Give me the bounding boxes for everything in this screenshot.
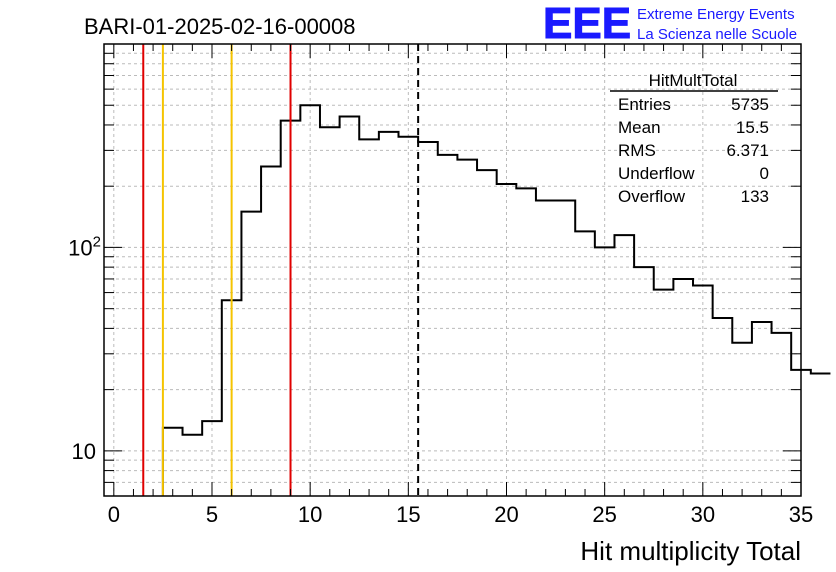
run-title: BARI-01-2025-02-16-00008 (84, 14, 356, 39)
histogram-bin (340, 117, 360, 496)
histogram-bin (399, 137, 419, 496)
histogram-bin (261, 166, 281, 496)
histogram-bin (379, 132, 399, 496)
histogram-bin (595, 247, 615, 496)
stats-value: 0 (760, 164, 769, 183)
histogram-bin (732, 343, 752, 496)
x-tick-label: 10 (298, 502, 322, 527)
histogram-bin (713, 318, 733, 496)
logo-text: EEE (543, 0, 631, 48)
x-axis-label: Hit multiplicity Total (580, 536, 801, 566)
stats-box: HitMultTotal Entries 5735 Mean 15.5 RMS … (610, 71, 778, 206)
logo-line-2: La Scienza nelle Scuole (637, 26, 797, 43)
stats-value: 5735 (731, 95, 769, 114)
histogram-bin (477, 170, 497, 496)
histogram-bin (811, 374, 831, 496)
logo-line-1: Extreme Energy Events (637, 6, 795, 23)
y-tick-label: 10 (72, 439, 96, 464)
axis-ticks: 0 5 10 15 20 25 30 35 10 102 (68, 43, 813, 527)
stats-value: 133 (741, 187, 769, 206)
x-tick-label: 25 (592, 502, 616, 527)
x-tick-label: 20 (494, 502, 518, 527)
stats-label: RMS (618, 141, 656, 160)
histogram-bin (183, 435, 203, 496)
x-tick-label: 5 (206, 502, 218, 527)
y-tick-label: 102 (68, 233, 101, 260)
x-tick-label: 15 (396, 502, 420, 527)
histogram-bin (418, 142, 438, 496)
histogram-bin (693, 285, 713, 496)
histogram-bin (536, 201, 556, 496)
histogram-bin (772, 333, 792, 496)
stats-label: Mean (618, 118, 661, 137)
plot-frame (103, 43, 802, 497)
histogram-outline (161, 104, 831, 496)
histogram-bin (634, 267, 654, 496)
histogram-bars (161, 104, 831, 496)
histogram-bin (300, 105, 320, 496)
stats-label: Overflow (618, 187, 686, 206)
x-tick-label: 0 (108, 502, 120, 527)
histogram-bin (497, 184, 517, 496)
stats-label: Entries (618, 95, 671, 114)
histogram-bin (752, 322, 772, 496)
histogram-bin (359, 139, 379, 496)
histogram-bin (163, 428, 183, 496)
histogram-bin (320, 127, 340, 496)
stats-label: Underflow (618, 164, 695, 183)
histogram-bin (438, 155, 458, 496)
stats-value: 15.5 (736, 118, 769, 137)
histogram-bin (654, 290, 674, 496)
stats-title: HitMultTotal (649, 71, 738, 90)
histogram-bin (673, 279, 693, 496)
histogram-bin (457, 160, 477, 496)
x-tick-label: 30 (691, 502, 715, 527)
histogram-bin (241, 212, 261, 496)
grid-lines (104, 43, 802, 497)
histogram-bin (516, 188, 536, 496)
histogram-bin (575, 231, 595, 496)
eee-logo: EEE Extreme Energy Events La Scienza nel… (543, 0, 798, 49)
x-tick-label: 35 (789, 502, 813, 527)
reference-lines (142, 44, 420, 496)
histogram-bin (614, 235, 634, 496)
stats-value: 6.371 (726, 141, 769, 160)
histogram-bin (556, 201, 576, 496)
